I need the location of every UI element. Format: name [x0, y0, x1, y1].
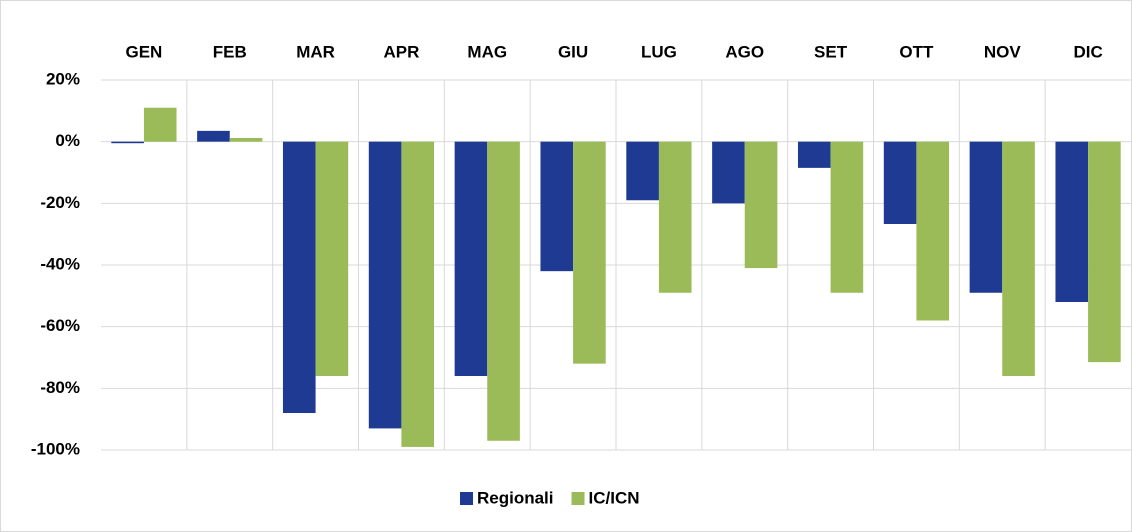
x-tick-label: OTT: [899, 42, 934, 61]
y-tick-label: -60%: [40, 316, 80, 335]
bar: [454, 141, 488, 376]
bar: [573, 141, 606, 364]
bar: [143, 107, 177, 142]
bar: [315, 141, 349, 376]
y-tick-label: 0%: [55, 131, 80, 150]
y-tick-label: 20%: [46, 69, 80, 88]
bar: [487, 141, 520, 441]
legend-swatch: [571, 492, 585, 505]
x-tick-label: AGO: [725, 42, 764, 61]
bar: [916, 141, 950, 321]
legend-swatch: [460, 492, 473, 505]
bar: [658, 141, 692, 293]
x-tick-label: LUG: [641, 42, 677, 61]
bar: [1055, 141, 1089, 302]
bar: [282, 141, 316, 413]
bar: [830, 141, 864, 293]
x-tick-label: MAR: [296, 42, 335, 61]
x-tick-label: FEB: [213, 42, 247, 61]
y-tick-label: -40%: [40, 254, 80, 273]
bar: [368, 141, 402, 429]
bar: [744, 141, 778, 269]
x-tick-label: NOV: [984, 42, 1022, 61]
x-tick-label: GEN: [125, 42, 162, 61]
legend-label: Regionali: [477, 488, 554, 507]
y-tick-label: -80%: [40, 378, 80, 397]
bar: [626, 141, 659, 201]
y-tick-label: -100%: [31, 439, 80, 458]
x-tick-label: DIC: [1073, 42, 1102, 61]
bar: [797, 141, 831, 168]
bar: [401, 141, 435, 447]
bar: [883, 141, 917, 224]
x-tick-label: APR: [383, 42, 419, 61]
y-tick-label: -20%: [40, 193, 80, 212]
bar: [540, 141, 574, 272]
bar: [1088, 141, 1121, 363]
x-tick-label: GIU: [558, 42, 588, 61]
bar: [229, 137, 263, 142]
bar: [111, 141, 144, 144]
bar: [969, 141, 1003, 293]
bar: [1002, 141, 1035, 376]
bar: [712, 141, 745, 204]
legend-label: IC/ICN: [589, 488, 640, 507]
x-tick-label: SET: [814, 42, 848, 61]
bar: [197, 130, 230, 142]
x-tick-label: MAG: [467, 42, 507, 61]
